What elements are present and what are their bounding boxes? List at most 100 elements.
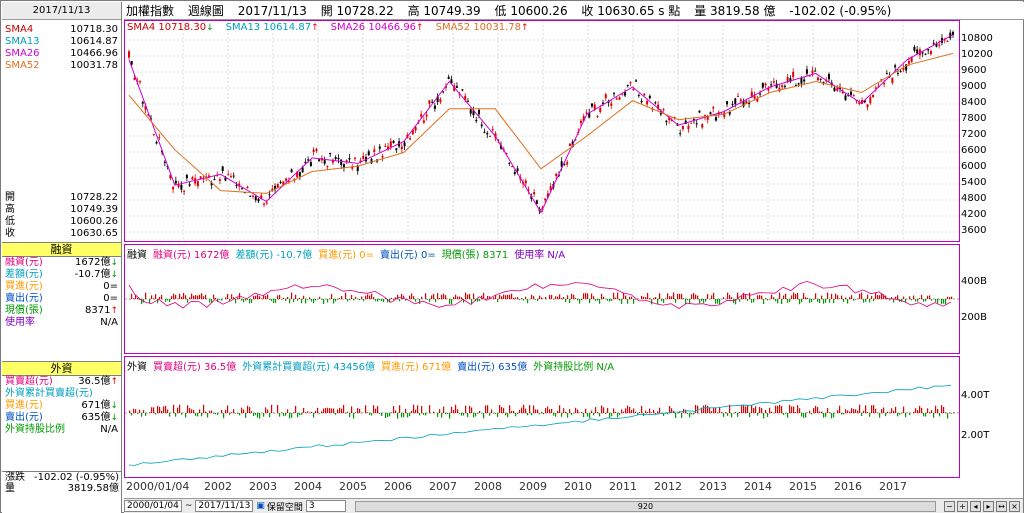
foreign-bar	[555, 413, 557, 417]
foreign-bar	[379, 413, 381, 414]
foreign-bar	[295, 405, 297, 413]
foreign-bar	[809, 410, 811, 413]
info-row: 買進(元) 671億↓	[2, 400, 121, 412]
candle-body	[183, 191, 186, 193]
foreign-bar	[509, 405, 511, 413]
margin-bar	[799, 299, 801, 305]
foreign-bar	[375, 408, 377, 413]
candle-body	[588, 112, 591, 118]
candle-body	[907, 61, 910, 64]
margin-bar	[557, 296, 559, 299]
sma-name: SMA52	[5, 60, 40, 71]
keep-space-input[interactable]: 3	[305, 500, 346, 512]
foreign-bar	[249, 407, 251, 413]
foreign-bar	[749, 413, 751, 418]
x-tick-label: 2016	[834, 480, 862, 493]
candle-body	[128, 51, 130, 58]
foreign-bar	[853, 409, 855, 413]
candle-body	[673, 117, 676, 119]
margin-bar	[259, 296, 261, 299]
margin-bar	[203, 296, 205, 299]
margin-bar	[451, 299, 453, 305]
margin-bar	[587, 293, 589, 299]
ohlc-row: 低 10600.26	[2, 216, 121, 228]
foreign-bar	[789, 404, 791, 413]
foreign-bar	[851, 408, 853, 413]
foreign-bar	[389, 413, 391, 417]
margin-chart[interactable]: 融資 融資(元) 1672億 差額(元) -10.7億 買進(元) 0= 賣出(元) 0…	[124, 244, 960, 354]
margin-bar	[255, 295, 257, 299]
candle-body	[475, 120, 478, 122]
scroll-thumb[interactable]: 920	[355, 501, 935, 511]
margin-bar	[923, 299, 925, 302]
margin-bar	[507, 294, 509, 299]
foreign-bar	[765, 409, 767, 413]
foreign-bar	[597, 412, 599, 413]
foreign-bar	[527, 413, 529, 416]
foreign-bar	[195, 413, 197, 416]
candle-body	[243, 192, 246, 194]
margin-bar	[387, 299, 389, 303]
candle-body	[684, 120, 687, 125]
foreign-bar	[445, 413, 447, 415]
margin-bar	[289, 299, 291, 304]
end-date-field[interactable]: 2017/11/13	[195, 500, 254, 512]
foreign-bar	[693, 413, 695, 415]
candle-body	[764, 83, 767, 86]
foreign-bar	[791, 406, 793, 413]
candle-body	[789, 78, 792, 82]
margin-bar	[233, 297, 235, 299]
margin-bar	[687, 299, 689, 301]
candle-body	[599, 107, 602, 113]
axis-tick-label: 3600	[961, 225, 987, 236]
foreign-chart[interactable]: 外資 買賣超(元) 36.5億 外資累計買賣超(元) 43456億 買進(元) 671…	[124, 356, 960, 478]
foreign-bar	[341, 408, 343, 413]
candle-body	[546, 193, 549, 198]
margin-bar	[215, 297, 217, 299]
ohlc-label: 開	[5, 192, 15, 203]
legend-item: SMA13 10614.87↑	[225, 22, 319, 33]
margin-bar	[303, 295, 305, 299]
close-button[interactable]: ×	[1009, 500, 1020, 512]
foreign-bar	[559, 405, 561, 413]
candle-body	[199, 176, 202, 180]
price-chart[interactable]: SMA4 10718.30↓ SMA13 10614.87↑ SMA26 10466…	[124, 20, 960, 242]
legend-item: 買進(元) 0=	[318, 250, 375, 261]
scroll-track[interactable]: 920	[354, 500, 936, 512]
margin-bar	[461, 297, 463, 299]
margin-section-header: 融資	[2, 242, 121, 257]
fit-button[interactable]: ↔	[996, 500, 1007, 512]
margin-bar	[929, 295, 931, 299]
info-label: 使用率	[5, 317, 35, 328]
zoom-in-button[interactable]: +	[957, 500, 968, 512]
margin-bar	[865, 299, 867, 302]
info-value: N/A	[100, 424, 118, 435]
candle-body	[929, 51, 932, 55]
margin-bar	[287, 296, 289, 299]
start-date-field[interactable]: 2000/01/04	[124, 500, 182, 512]
margin-bar	[491, 298, 493, 299]
foreign-bar	[697, 405, 699, 413]
x-tick-label: 2007	[429, 480, 457, 493]
foreign-bar	[489, 413, 491, 416]
margin-bar	[489, 296, 491, 299]
margin-bar	[297, 299, 299, 301]
foreign-bar	[213, 413, 215, 414]
margin-bar	[823, 299, 825, 304]
foreign-bar	[333, 408, 335, 413]
zoom-out-button[interactable]: −	[944, 500, 955, 512]
foreign-bar	[867, 411, 869, 413]
foreign-bar	[605, 413, 607, 414]
margin-bar	[863, 299, 865, 303]
candle-body	[279, 181, 282, 183]
margin-bar	[291, 292, 293, 299]
scroll-right-button[interactable]: ▸	[983, 500, 994, 512]
candle-body	[626, 84, 629, 86]
legend-item: 買賣超(元) 36.5億	[153, 362, 237, 373]
scroll-left-button[interactable]: ◂	[970, 500, 981, 512]
candle-body	[750, 91, 753, 98]
margin-bar	[249, 299, 251, 304]
foreign-bar	[757, 413, 759, 416]
margin-bar	[915, 299, 917, 302]
info-row: 使用率 N/A	[2, 317, 121, 329]
